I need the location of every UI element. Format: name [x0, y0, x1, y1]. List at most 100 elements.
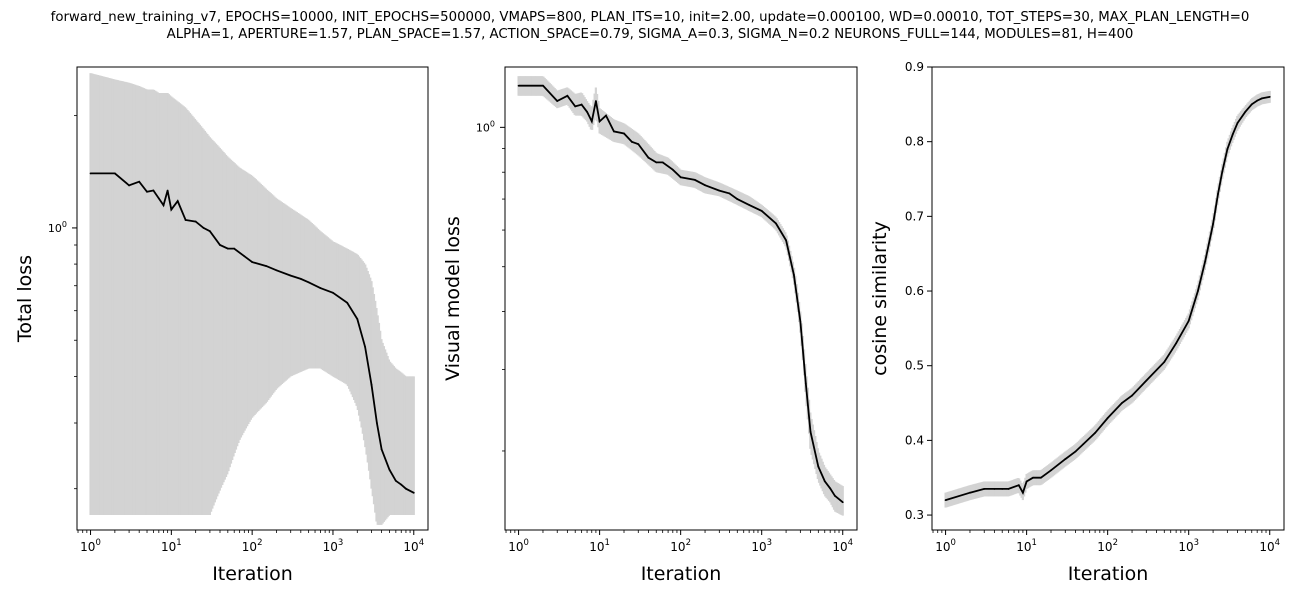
data-point	[661, 161, 664, 164]
mean-line	[90, 172, 415, 494]
data-point	[376, 422, 378, 424]
data-point	[388, 468, 391, 471]
data-point	[184, 219, 187, 221]
data-point	[405, 487, 407, 490]
data-point	[1163, 361, 1166, 363]
data-point	[1187, 320, 1190, 322]
x-tick-label-exponent: 3	[338, 538, 343, 548]
data-point	[89, 172, 92, 175]
data-point	[566, 94, 569, 97]
x-tick-label: 104	[1259, 538, 1280, 554]
data-point	[275, 269, 278, 272]
data-point	[356, 318, 359, 320]
data-point	[595, 100, 597, 102]
x-tick-label-base: 10	[1016, 540, 1031, 554]
x-axis-label: Iteration	[641, 563, 722, 585]
x-tick-label-base: 10	[751, 540, 766, 554]
data-point	[364, 345, 367, 348]
x-tick-label: 100	[935, 538, 956, 554]
data-point	[841, 501, 844, 504]
data-point	[380, 448, 383, 451]
data-point	[630, 141, 633, 143]
data-point	[829, 487, 832, 490]
data-point	[969, 491, 971, 494]
data-point	[394, 479, 397, 482]
x-tick-label: 103	[323, 538, 344, 554]
data-point	[598, 120, 601, 123]
data-point	[265, 265, 268, 268]
x-tick-label: 102	[1097, 538, 1118, 554]
x-tick-label: 102	[670, 538, 691, 554]
y-tick-label: 100	[48, 220, 67, 235]
data-point	[251, 261, 254, 263]
data-point	[1001, 488, 1004, 490]
data-point	[1022, 491, 1024, 494]
data-point	[1145, 379, 1148, 382]
data-point	[1082, 443, 1085, 446]
plot-area	[944, 90, 1271, 508]
data-point	[194, 220, 197, 223]
x-tick-label: 102	[242, 538, 263, 554]
y-axis-label: cosine similarity	[869, 221, 891, 376]
data-point	[556, 100, 559, 102]
data-point	[128, 184, 130, 187]
figure-title: forward_new_training_v7, EPOCHS=10000, I…	[0, 9, 1300, 43]
x-tick-label-base: 10	[80, 540, 95, 554]
data-point	[1032, 476, 1034, 479]
data-point	[176, 200, 179, 203]
x-tick-label-exponent: 3	[1194, 538, 1199, 548]
data-point	[605, 114, 607, 117]
y-tick-label: 0.5	[905, 359, 924, 373]
data-point	[590, 120, 593, 123]
data-point	[823, 480, 826, 483]
x-tick-label-exponent: 1	[1032, 538, 1037, 548]
data-point	[694, 178, 696, 181]
y-tick-label: 0.8	[905, 135, 924, 149]
data-point	[346, 301, 349, 304]
mean-line	[518, 84, 844, 503]
data-point	[370, 383, 373, 386]
y-tick-label: 0.7	[905, 209, 924, 223]
data-point	[1121, 402, 1123, 404]
data-point	[1268, 95, 1271, 98]
x-tick-label: 103	[751, 538, 772, 554]
data-point	[637, 143, 640, 146]
data-point	[542, 84, 544, 87]
data-point	[1007, 488, 1010, 490]
data-point	[679, 176, 682, 179]
data-point	[748, 203, 751, 206]
data-point	[1197, 290, 1199, 292]
figure-title-line-2: ALPHA=1, APERTURE=1.57, PLAN_SPACE=1.57,…	[166, 27, 1134, 42]
data-point	[157, 197, 160, 200]
x-tick-label: 101	[161, 538, 182, 554]
x-axis-label: Iteration	[1068, 563, 1149, 585]
data-point	[307, 281, 310, 284]
x-tick-label-exponent: 0	[95, 538, 100, 548]
data-point	[728, 192, 731, 195]
y-axis-label: Visual model loss	[442, 216, 464, 381]
data-point	[1250, 103, 1253, 106]
data-point	[1217, 193, 1219, 195]
data-point	[817, 465, 820, 468]
data-point	[299, 278, 302, 280]
data-point	[1074, 450, 1077, 453]
data-point	[1212, 222, 1214, 225]
data-point	[332, 291, 334, 294]
data-point	[208, 230, 211, 233]
chart-panel-cosine-similarity: 100 101 102 103 1040.30.40.50.60.70.80.9Iter…	[869, 60, 1285, 585]
x-tick-label: 104	[832, 538, 853, 554]
x-tick-label-exponent: 3	[767, 538, 772, 548]
data-point	[1094, 432, 1096, 434]
data-point	[138, 180, 141, 183]
data-point	[983, 488, 986, 490]
y-tick-label-base: 10	[476, 121, 490, 134]
data-point	[226, 247, 229, 250]
data-point	[1039, 476, 1042, 479]
x-tick-label-base: 10	[161, 540, 176, 554]
data-point	[736, 198, 739, 200]
x-tick-label-exponent: 4	[1275, 538, 1280, 548]
x-tick-label-base: 10	[242, 540, 257, 554]
data-point	[793, 274, 795, 276]
